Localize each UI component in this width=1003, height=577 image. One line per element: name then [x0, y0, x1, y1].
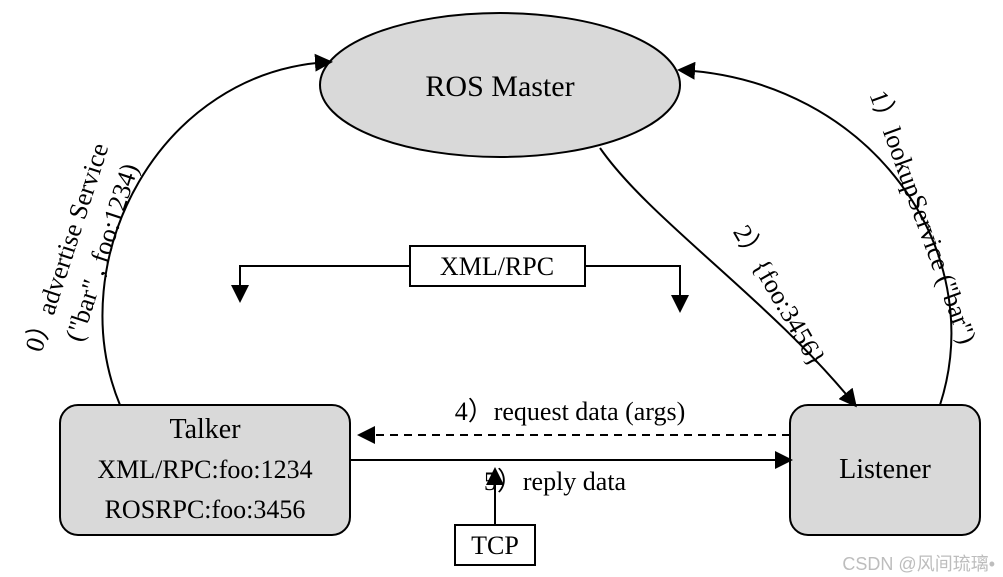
talker-line-3: ROSRPC:foo:3456	[105, 495, 306, 524]
edge-lookup-label: 1）lookupService ("bar")	[864, 86, 983, 347]
watermark: CSDN @风间琉璃•	[842, 554, 995, 574]
xmlrpc-label: XML/RPC	[440, 252, 554, 281]
talker-line-1: Talker	[169, 414, 241, 445]
edge-xmlrpc-left	[240, 266, 410, 300]
edge-response-label: 2）{foo:3456}	[727, 220, 831, 371]
ros-master-label: ROS Master	[425, 70, 574, 103]
edge-advertise	[102, 62, 330, 405]
edge-reply-label: 5）reply data	[484, 467, 627, 496]
tcp-label: TCP	[471, 531, 519, 560]
talker-line-2: XML/RPC:foo:1234	[97, 455, 312, 484]
edge-request-label: 4）request data (args)	[455, 397, 686, 426]
edge-response	[600, 148, 855, 405]
listener-label: Listener	[839, 454, 931, 485]
edge-xmlrpc-right	[585, 266, 680, 310]
